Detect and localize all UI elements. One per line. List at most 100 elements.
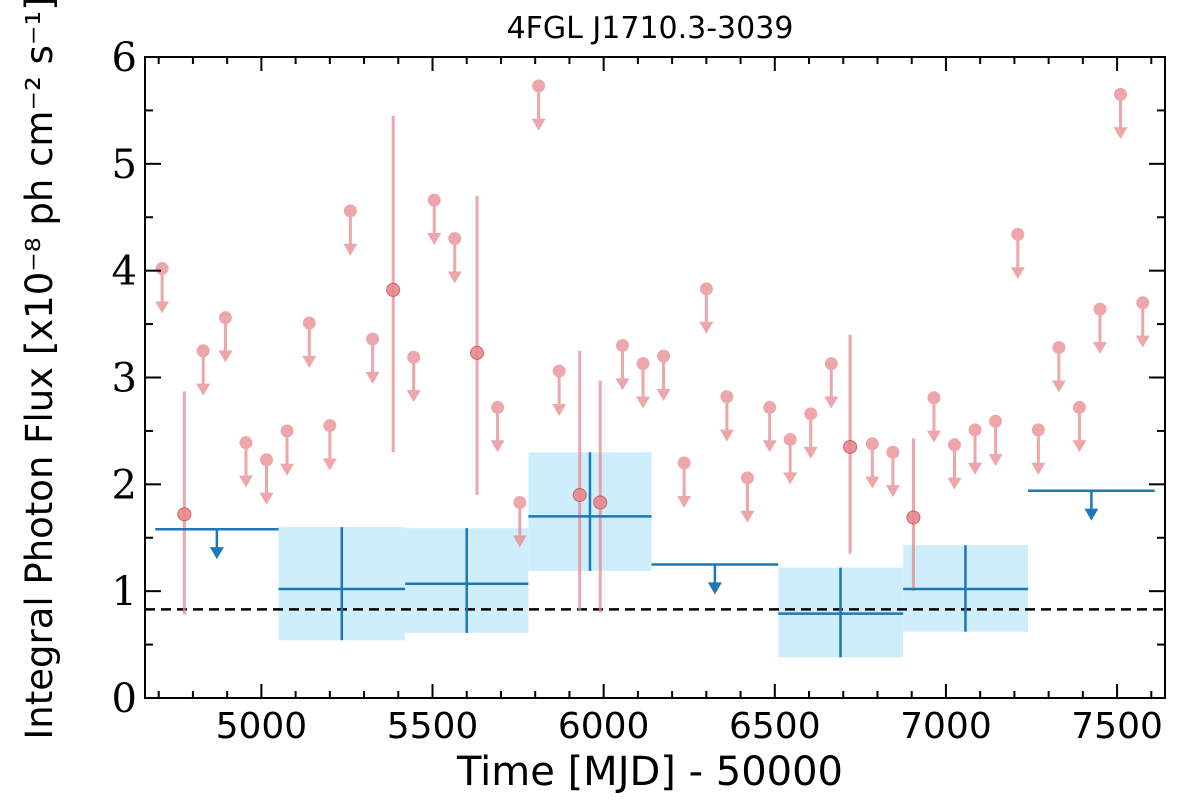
- upper-limit-point: [865, 437, 879, 451]
- y-tick-label: 0: [112, 676, 137, 722]
- upper-limit-arrowhead: [1135, 335, 1150, 348]
- x-tick-label: 6500: [729, 706, 821, 747]
- upper-limit-point: [1093, 302, 1107, 316]
- upper-limit-arrowhead: [343, 243, 358, 256]
- x-tick-label: 5000: [216, 706, 308, 747]
- upper-limit-point: [657, 349, 671, 363]
- short-bin-upper-limit: [218, 311, 233, 363]
- upper-limit-point: [740, 471, 754, 485]
- short-bin-upper-limit: [677, 456, 692, 508]
- upper-limit-point: [947, 438, 961, 452]
- short-bin-upper-limit: [762, 400, 777, 453]
- upper-limit-arrowhead: [490, 440, 505, 453]
- short-bin-detection: [843, 334, 858, 554]
- upper-limit-point: [323, 419, 337, 433]
- upper-limit-point: [927, 391, 941, 405]
- detection-point: [470, 345, 485, 360]
- short-bin-upper-limit: [552, 364, 567, 416]
- upper-limit-arrowhead: [1092, 341, 1107, 354]
- upper-limit-point: [804, 407, 818, 421]
- upper-limit-point: [1114, 87, 1128, 101]
- short-bin-upper-limit: [196, 344, 211, 396]
- short-bin-upper-limit: [656, 349, 671, 402]
- short-bin-upper-limit: [238, 436, 253, 488]
- short-bin-upper-limit: [636, 357, 651, 409]
- upper-limit-arrowhead: [1010, 267, 1025, 280]
- detection-point: [593, 495, 608, 510]
- upper-limit-arrowhead: [406, 390, 421, 403]
- long-bin-bands: [278, 452, 1029, 658]
- upper-limit-point: [720, 390, 734, 404]
- y-tick-label: 3: [112, 356, 137, 402]
- detection-point: [572, 488, 587, 503]
- short-bin-upper-limit: [719, 390, 734, 442]
- short-bin-upper-limit: [988, 414, 1003, 467]
- short-bin-detection: [177, 391, 192, 615]
- short-bin-upper-limit: [259, 453, 274, 505]
- short-bin-upper-limit: [824, 357, 839, 409]
- upper-limit-point: [824, 357, 838, 371]
- detection-point: [177, 507, 192, 522]
- upper-limit-arrowhead: [719, 429, 734, 442]
- short-bin-upper-limit: [1113, 87, 1128, 140]
- upper-limit-point: [343, 204, 357, 218]
- short-bin-upper-limit: [302, 316, 317, 368]
- y-tick-label: 2: [112, 462, 137, 508]
- upper-limit-arrowhead: [1113, 127, 1128, 140]
- short-bin-upper-limit: [803, 407, 818, 459]
- upper-limit-arrowhead: [615, 378, 630, 391]
- upper-limit-arrowhead: [1051, 380, 1066, 393]
- upper-limit-point: [1011, 227, 1025, 241]
- short-bin-upper-limit: [740, 471, 755, 523]
- short-bin-detection: [593, 380, 608, 613]
- tick-labels: 5000 5500 6000 6500 7000 7500 0 1 2 3 4 5 6: [112, 35, 1163, 747]
- upper-limit-arrowhead: [947, 477, 962, 490]
- upper-limit-point: [989, 414, 1003, 428]
- upper-limit-arrowhead: [552, 403, 567, 416]
- upper-limit-arrowhead: [512, 535, 527, 548]
- upper-limit-arrowhead: [762, 440, 777, 453]
- upper-limit-point: [552, 364, 566, 378]
- upper-limit-arrowhead: [824, 396, 839, 409]
- upper-limit-point: [615, 338, 629, 352]
- upper-limit-arrowhead: [707, 582, 722, 595]
- y-tick-label: 4: [112, 249, 137, 295]
- short-bin-upper-limit: [365, 332, 380, 384]
- upper-limit-arrowhead: [196, 383, 211, 396]
- upper-limit-arrowhead: [447, 271, 462, 284]
- y-tick-label: 1: [112, 569, 137, 615]
- long-bin-detection: [405, 528, 529, 633]
- upper-limit-point: [783, 432, 797, 446]
- short-bin-upper-limit: [447, 232, 462, 284]
- upper-limit-arrowhead: [280, 463, 295, 476]
- upper-limit-point: [1072, 400, 1086, 414]
- x-tick-label: 7000: [900, 706, 992, 747]
- y-tick-label: 6: [112, 35, 137, 81]
- detection-point: [843, 439, 858, 454]
- upper-limit-point: [280, 424, 294, 438]
- short-bin-upper-limit: [615, 338, 630, 391]
- upper-limit-arrowhead: [1031, 462, 1046, 475]
- short-bin-upper-limit: [427, 193, 442, 246]
- short-bin-upper-limit: [699, 282, 714, 334]
- short-bin-upper-limit: [490, 400, 505, 453]
- upper-limit-point: [763, 400, 777, 414]
- upper-limit-point: [491, 400, 505, 414]
- short-bin-upper-limit: [865, 437, 880, 489]
- upper-limit-arrowhead: [365, 371, 380, 384]
- x-axis-label: Time [MJD] - 50000: [456, 749, 843, 795]
- upper-limit-point: [302, 316, 316, 330]
- upper-limit-arrowhead: [531, 118, 546, 131]
- upper-limit-arrowhead: [427, 233, 442, 246]
- long-bin-detection: [778, 567, 904, 658]
- detection-point: [906, 510, 921, 525]
- upper-limit-arrowhead: [656, 389, 671, 402]
- upper-limit-point: [448, 232, 462, 246]
- upper-limit-point: [1052, 341, 1066, 355]
- upper-limit-point: [699, 282, 713, 296]
- upper-limit-arrowhead: [209, 547, 224, 560]
- upper-limit-point: [513, 495, 527, 509]
- upper-limit-point: [366, 332, 380, 346]
- chart-title: 4FGL J1710.3-3039: [507, 11, 794, 46]
- upper-limit-arrowhead: [988, 454, 1003, 467]
